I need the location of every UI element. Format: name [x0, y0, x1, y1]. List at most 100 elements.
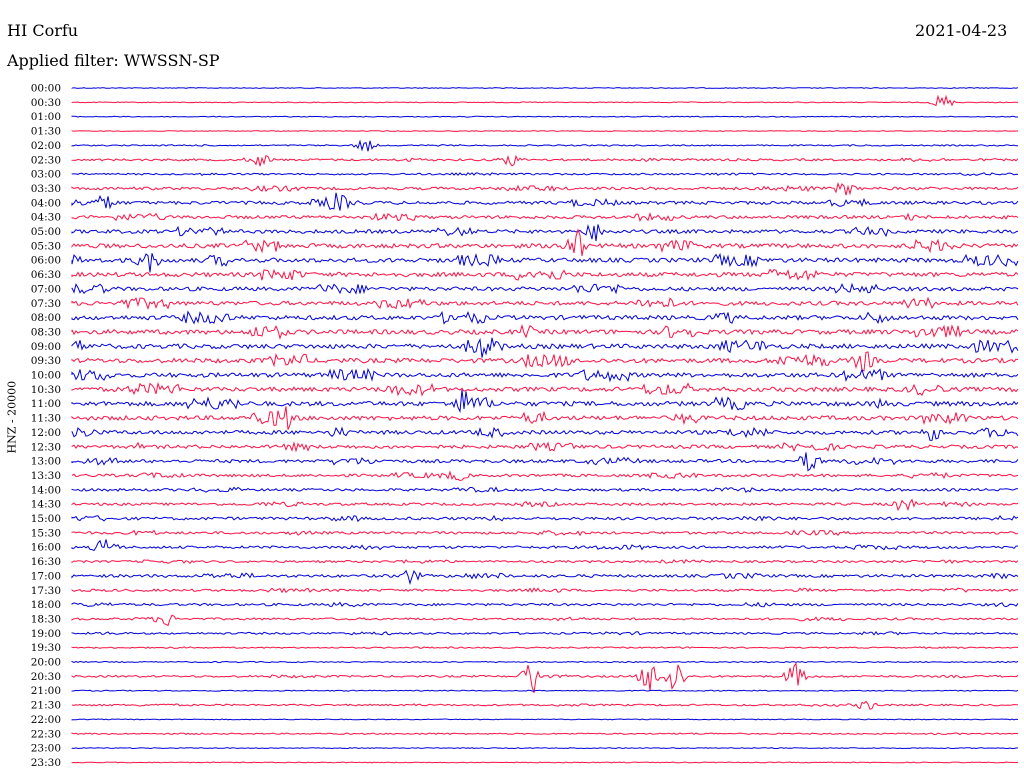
- trace-0300: [71, 172, 1019, 177]
- time-label-0130: 01:30: [31, 126, 61, 138]
- trace-0030: [71, 94, 1019, 107]
- time-label-1700: 17:00: [31, 570, 61, 582]
- trace-0900: [71, 337, 1019, 358]
- time-label-2330: 23:30: [31, 757, 61, 769]
- time-label-2000: 20:00: [31, 657, 61, 669]
- trace-0600: [71, 252, 1019, 273]
- trace-0630: [71, 268, 1019, 281]
- trace-1300: [71, 452, 1019, 472]
- time-label-1530: 15:30: [31, 527, 61, 539]
- station-title: HI Corfu: [7, 21, 79, 40]
- time-label-0830: 08:30: [31, 326, 61, 338]
- trace-0430: [71, 211, 1019, 222]
- time-label-1630: 16:30: [31, 556, 61, 568]
- trace-1500: [71, 514, 1019, 523]
- trace-2000: [71, 660, 1019, 664]
- trace-1200: [71, 426, 1019, 441]
- time-label-2130: 21:30: [31, 700, 61, 712]
- trace-1100: [71, 389, 1019, 414]
- time-label-0700: 07:00: [31, 283, 61, 295]
- trace-0330: [71, 181, 1019, 196]
- time-label-1430: 14:30: [31, 499, 61, 511]
- time-label-2100: 21:00: [31, 685, 61, 697]
- time-label-2200: 22:00: [31, 714, 61, 726]
- trace-rows: 00:00 00:30 01:00 01:30 02:00 02:30 03:00 03:30…: [31, 83, 1019, 769]
- trace-0000: [71, 87, 1019, 89]
- time-label-1930: 19:30: [31, 642, 61, 654]
- trace-1330: [71, 470, 1019, 482]
- trace-1030: [71, 381, 1019, 397]
- time-label-1600: 16:00: [31, 542, 61, 554]
- time-label-1900: 19:00: [31, 628, 61, 640]
- trace-2300: [71, 747, 1019, 750]
- time-label-0030: 00:30: [31, 97, 61, 109]
- time-label-0430: 04:30: [31, 212, 61, 224]
- trace-2130: [71, 700, 1019, 710]
- time-label-1000: 10:00: [31, 370, 61, 382]
- time-label-1730: 17:30: [31, 585, 61, 597]
- trace-1430: [71, 498, 1019, 512]
- time-label-1130: 11:30: [31, 413, 61, 425]
- time-label-0230: 02:30: [31, 154, 61, 166]
- trace-1930: [71, 646, 1019, 650]
- time-label-0630: 06:30: [31, 269, 61, 281]
- filter-label: Applied filter: WWSSN-SP: [7, 51, 220, 70]
- time-label-0930: 09:30: [31, 355, 61, 367]
- time-label-0600: 06:00: [31, 255, 61, 267]
- trace-0830: [71, 323, 1019, 340]
- time-label-1200: 12:00: [31, 427, 61, 439]
- trace-1830: [71, 614, 1019, 627]
- time-label-1400: 14:00: [31, 484, 61, 496]
- time-label-1030: 10:30: [31, 384, 61, 396]
- trace-1800: [71, 601, 1019, 608]
- trace-1230: [71, 441, 1019, 453]
- trace-1400: [71, 486, 1019, 493]
- time-label-1830: 18:30: [31, 613, 61, 625]
- trace-0100: [71, 115, 1019, 118]
- time-label-1800: 18:00: [31, 599, 61, 611]
- trace-1000: [71, 367, 1019, 383]
- time-label-0100: 01:00: [31, 111, 61, 123]
- time-label-0300: 03:00: [31, 169, 61, 181]
- trace-1700: [71, 569, 1019, 586]
- time-label-0200: 02:00: [31, 140, 61, 152]
- trace-2230: [71, 732, 1019, 736]
- trace-0500: [71, 224, 1019, 242]
- trace-1530: [71, 529, 1019, 537]
- trace-2030: [71, 662, 1019, 693]
- time-label-1500: 15:00: [31, 513, 61, 525]
- trace-0530: [71, 228, 1019, 256]
- trace-0800: [71, 310, 1019, 325]
- trace-0400: [71, 192, 1019, 211]
- trace-0230: [71, 154, 1019, 167]
- trace-1600: [71, 539, 1019, 552]
- trace-0730: [71, 296, 1019, 311]
- time-label-1230: 12:30: [31, 441, 61, 453]
- date-label: 2021-04-23: [915, 21, 1008, 40]
- time-label-0330: 03:30: [31, 183, 61, 195]
- trace-1130: [71, 406, 1019, 430]
- time-label-2300: 23:00: [31, 743, 61, 755]
- time-label-0500: 05:00: [31, 226, 61, 238]
- time-label-0900: 09:00: [31, 341, 61, 353]
- trace-0700: [71, 282, 1019, 295]
- time-label-1300: 13:00: [31, 456, 61, 468]
- time-label-0730: 07:30: [31, 298, 61, 310]
- time-label-0000: 00:00: [31, 83, 61, 95]
- trace-0130: [71, 130, 1019, 132]
- trace-1730: [71, 587, 1019, 594]
- time-label-2030: 20:30: [31, 671, 61, 683]
- time-label-0530: 05:30: [31, 240, 61, 252]
- time-label-0800: 08:00: [31, 312, 61, 324]
- trace-1900: [71, 631, 1019, 636]
- time-label-0400: 04:00: [31, 197, 61, 209]
- trace-1630: [71, 558, 1019, 565]
- time-label-1100: 11:00: [31, 398, 61, 410]
- trace-2200: [71, 718, 1019, 721]
- trace-0930: [71, 351, 1019, 372]
- trace-0200: [71, 139, 1019, 152]
- trace-2100: [71, 689, 1019, 692]
- time-label-2230: 22:30: [31, 728, 61, 740]
- trace-2330: [71, 761, 1019, 764]
